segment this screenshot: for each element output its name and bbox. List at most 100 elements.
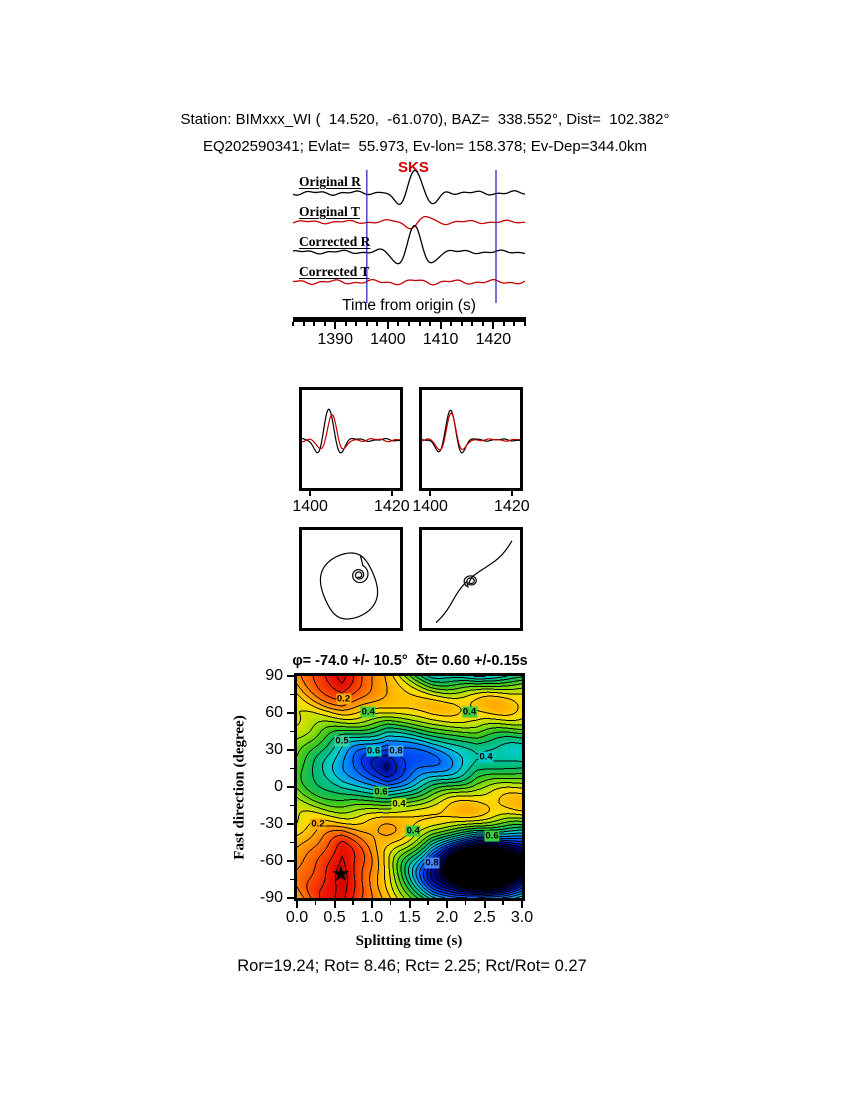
time-axis-bar <box>293 317 526 322</box>
contour-xtick-minor <box>389 901 392 905</box>
contour-label: 0.6 <box>365 745 382 757</box>
contour-ytick-minor <box>290 878 294 880</box>
header-line2: EQ202590341; Evlat= 55.973, Ev-lon= 158.… <box>202 138 648 155</box>
contour-label: 0.2 <box>335 693 352 705</box>
zoom-tick-label: 1400 <box>292 498 328 515</box>
zoom-tick <box>309 491 312 496</box>
time-axis-tick <box>502 322 505 326</box>
contour-label: 0.8 <box>388 745 404 757</box>
contour-ytick <box>287 749 294 751</box>
contour-label: 0.8 <box>424 857 440 869</box>
contour-ytick-label: 30 <box>265 741 283 758</box>
time-axis-tick <box>450 322 453 326</box>
contour-label: 0.6 <box>484 830 500 842</box>
contour-ytick-label: -90 <box>259 889 283 906</box>
time-axis-tick <box>492 322 495 329</box>
contour-ytick <box>287 712 294 714</box>
contour-xtick <box>483 901 486 908</box>
time-axis-tick <box>302 322 305 326</box>
contour-ytick-label: 90 <box>265 667 283 684</box>
footer-stats: Ror=19.24; Rot= 8.46; Rct= 2.25; Rct/Rot… <box>237 957 587 975</box>
time-axis-tick <box>376 322 379 326</box>
time-axis-tick <box>397 322 400 326</box>
time-axis-tick-label: 1400 <box>370 331 406 348</box>
contour-ytick-minor <box>290 841 294 843</box>
contour-xtick-label: 0.0 <box>285 909 309 926</box>
contour-ytick <box>287 823 294 825</box>
contour-ytick-minor <box>290 804 294 806</box>
best-fit-star-icon: ★ <box>331 861 351 887</box>
contour-ytick-minor <box>290 730 294 732</box>
contour-xtick <box>371 901 373 908</box>
time-axis-tick <box>365 322 368 326</box>
contour-xtick-minor <box>352 901 354 905</box>
time-axis-tick-label: 1410 <box>422 331 459 348</box>
contour-ytick <box>287 675 294 677</box>
contour-title: φ= -74.0 +/- 10.5° δt= 0.60 +/-0.15s <box>292 653 528 669</box>
zoom-waveforms-left-canvas <box>302 390 400 488</box>
contour-label: 0.4 <box>478 751 494 763</box>
contour-frame <box>294 673 525 901</box>
contour-xtick <box>408 901 411 908</box>
contour-label: 0.4 <box>391 798 407 810</box>
contour-xtick <box>296 901 298 908</box>
time-axis-tick <box>481 322 484 326</box>
contour-xtick-minor <box>464 901 467 905</box>
time-axis-tick <box>439 322 442 329</box>
time-axis-tick <box>313 322 316 326</box>
contour-xtick <box>333 901 336 908</box>
contour-xtick <box>521 901 523 908</box>
contour-xtick-label: 3.0 <box>510 909 534 926</box>
contour-xtick <box>446 901 448 908</box>
time-axis-tick <box>355 322 358 326</box>
contour-ytick-label: 60 <box>265 704 283 721</box>
header-line1: Station: BIMxxx_WI ( 14.520, -61.070), B… <box>180 111 670 128</box>
contour-xtick-label: 1.0 <box>360 909 384 926</box>
time-axis-tick <box>334 322 337 329</box>
contour-xtick-minor <box>314 901 317 905</box>
contour-ytick-label: -60 <box>259 852 283 869</box>
time-axis-tick <box>344 322 347 326</box>
zoom-waveforms-right-canvas <box>422 390 520 488</box>
zoom-tick <box>510 491 513 496</box>
contour-xtick-label: 2.5 <box>473 909 496 926</box>
time-axis-tick <box>513 322 516 326</box>
contour-xlabel: Splitting time (s) <box>355 933 463 949</box>
time-axis-tick <box>471 322 474 326</box>
contour-ytick <box>287 860 294 862</box>
time-axis-tick <box>386 322 389 329</box>
time-axis-tick-label: 1390 <box>317 331 353 348</box>
time-axis-tick <box>418 322 421 326</box>
contour-ylabel: Fast direction (degree) <box>231 715 248 860</box>
trace-label-corrected-t: Corrected T <box>299 264 370 279</box>
contour-xtick-minor <box>502 901 504 905</box>
time-axis-tick <box>292 322 294 326</box>
contour-xtick-minor <box>427 901 429 905</box>
zoom-tick-label: 1400 <box>412 498 448 515</box>
contour-label: 0.4 <box>461 706 478 718</box>
particle-motion-right-canvas <box>422 530 520 628</box>
contour-plot-canvas <box>297 676 522 898</box>
time-axis-title: Time from origin (s) <box>342 297 476 314</box>
contour-ytick-minor <box>290 767 294 769</box>
contour-label: 0.6 <box>373 786 389 798</box>
contour-ytick-label: 0 <box>274 778 283 795</box>
trace-label-original-r: Original R <box>299 174 361 189</box>
time-axis-tick-label: 1420 <box>475 331 512 348</box>
waveform-traces-canvas <box>293 158 525 310</box>
trace-label-original-t: Original T <box>299 204 360 219</box>
contour-label: 0.4 <box>405 825 421 837</box>
contour-label: 0.5 <box>334 735 350 747</box>
zoom-tick-label: 1420 <box>374 498 410 515</box>
contour-xtick-label: 1.5 <box>398 909 421 926</box>
contour-ytick <box>287 786 294 788</box>
contour-ytick-label: -30 <box>259 815 283 832</box>
particle-motion-left-canvas <box>302 530 400 628</box>
contour-ytick-minor <box>290 693 294 695</box>
trace-label-corrected-r: Corrected R <box>299 234 371 249</box>
zoom-tick <box>390 491 393 496</box>
zoom-tick-label: 1420 <box>494 498 530 515</box>
time-axis-tick <box>460 322 463 326</box>
contour-xtick-label: 2.0 <box>435 909 459 926</box>
